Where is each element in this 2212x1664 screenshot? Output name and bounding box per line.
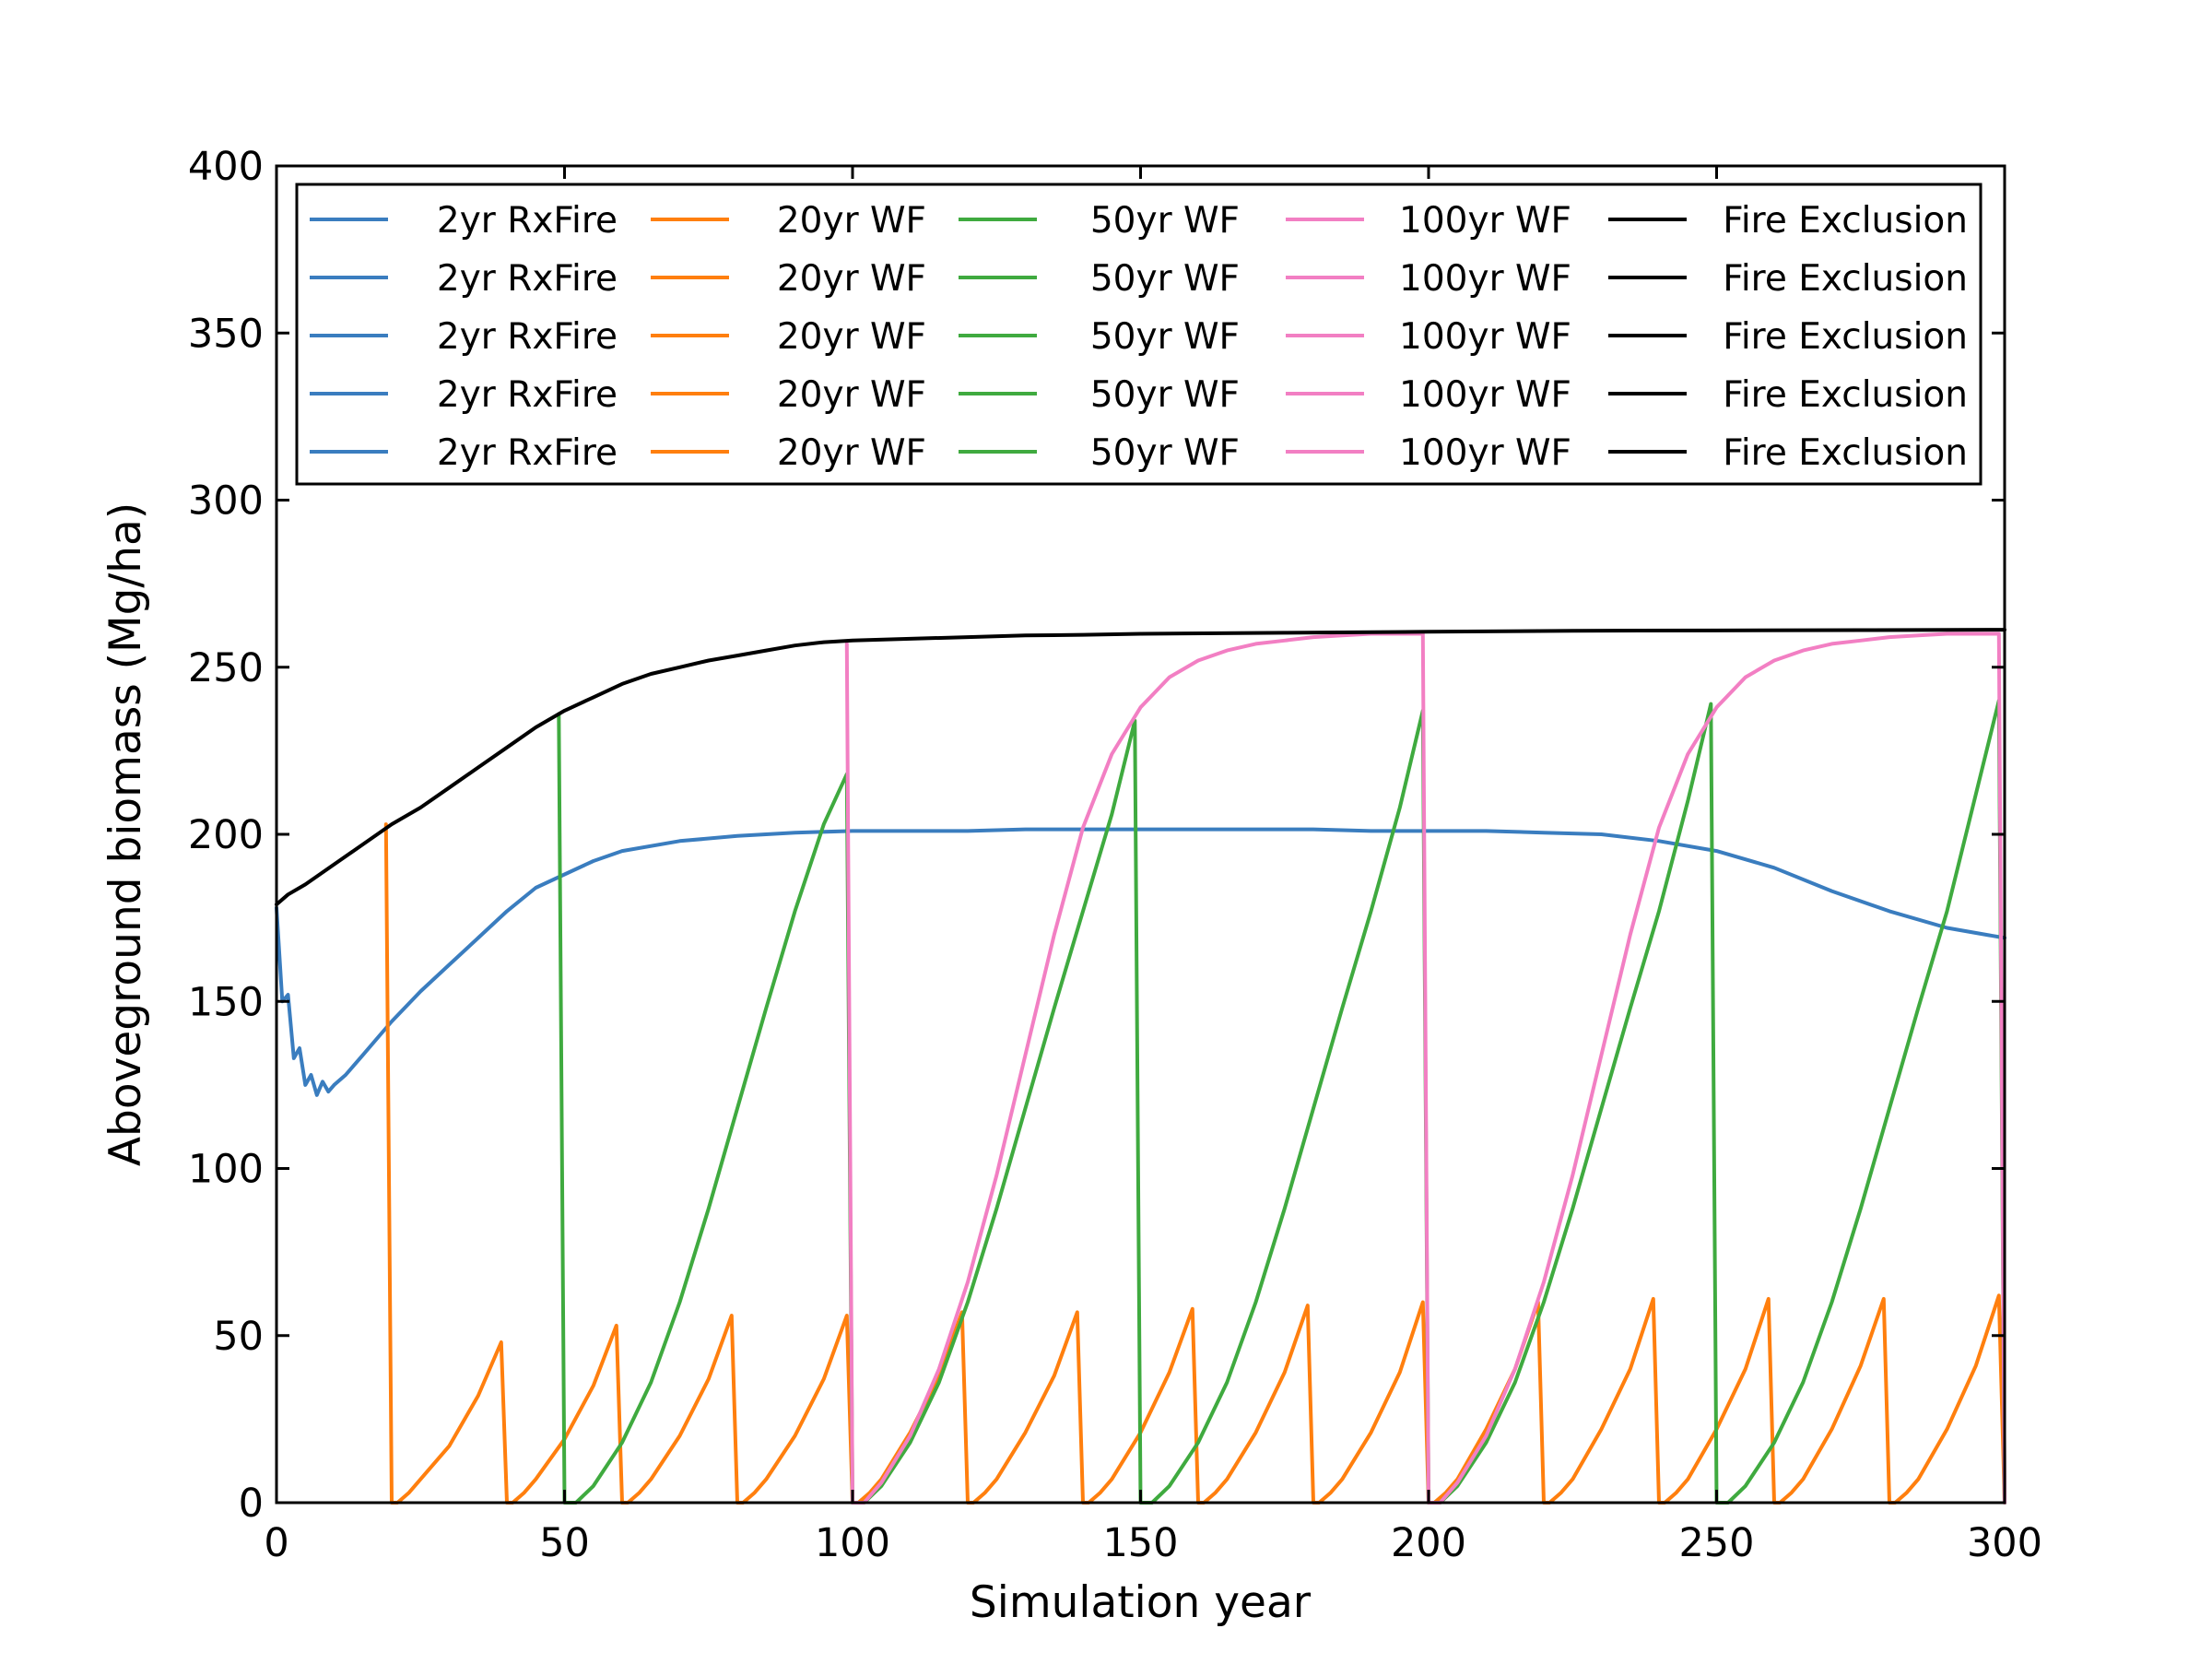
legend-label: Fire Exclusion: [1723, 374, 1968, 416]
x-tick-label: 50: [539, 1520, 590, 1566]
legend-label: 100yr WF: [1399, 258, 1571, 300]
series-line-1: [383, 822, 2006, 1505]
legend-label: 50yr WF: [1090, 432, 1240, 474]
y-tick-label: 100: [188, 1147, 264, 1193]
x-tick-label: 100: [815, 1520, 890, 1566]
series-line-4: [275, 628, 2006, 907]
y-tick-label: 50: [213, 1314, 264, 1360]
legend-label: 50yr WF: [1090, 316, 1240, 358]
legend-label: 20yr WF: [777, 200, 926, 242]
y-tick-label: 200: [188, 812, 264, 858]
legend-label: 20yr WF: [777, 316, 926, 358]
legend-box: [295, 183, 1983, 486]
legend-label: 2yr RxFire: [437, 432, 618, 474]
legend-label: Fire Exclusion: [1723, 258, 1968, 300]
legend-label: Fire Exclusion: [1723, 432, 1968, 474]
legend-label: 100yr WF: [1399, 432, 1571, 474]
legend-label: Fire Exclusion: [1723, 200, 1968, 242]
legend-label: 50yr WF: [1090, 200, 1240, 242]
y-tick-label: 0: [239, 1481, 264, 1527]
legend-label: 50yr WF: [1090, 374, 1240, 416]
y-axis-title: Aboveground biomass (Mg/ha): [100, 502, 151, 1166]
legend: 2yr RxFire 2yr RxFire 2yr RxFire 2yr RxFire…: [295, 183, 1983, 486]
series-line-3: [844, 631, 2006, 1505]
legend-label: 2yr RxFire: [437, 200, 618, 242]
legend-label: 20yr WF: [777, 258, 926, 300]
x-tick-label: 300: [1967, 1520, 2042, 1566]
legend-label: 2yr RxFire: [437, 316, 618, 358]
series-line-0: [275, 827, 2006, 1097]
y-tick-label: 250: [188, 645, 264, 691]
legend-label: 100yr WF: [1399, 200, 1571, 242]
legend-label: 20yr WF: [777, 432, 926, 474]
y-tick-label: 150: [188, 979, 264, 1025]
x-tick-label: 150: [1102, 1520, 1178, 1566]
x-tick-label: 200: [1391, 1520, 1466, 1566]
x-axis-title: Simulation year: [970, 1577, 1312, 1628]
legend-label: 100yr WF: [1399, 374, 1571, 416]
legend-label: 2yr RxFire: [437, 374, 618, 416]
y-tick-label: 350: [188, 311, 264, 357]
axis-ticks: 0 50 100 150 200 250 300 0 50 100 150 200 250 300 350 4…: [188, 144, 2042, 1566]
legend-label: Fire Exclusion: [1723, 316, 1968, 358]
legend-label: 100yr WF: [1399, 316, 1571, 358]
series-lines: [275, 628, 2006, 1505]
y-tick-label: 400: [188, 144, 264, 190]
legend-label: 50yr WF: [1090, 258, 1240, 300]
legend-label: 2yr RxFire: [437, 258, 618, 300]
y-tick-label: 300: [188, 478, 264, 525]
series-line-2: [557, 699, 2006, 1505]
x-tick-label: 0: [264, 1520, 288, 1566]
x-tick-label: 250: [1678, 1520, 1754, 1566]
legend-label: 20yr WF: [777, 374, 926, 416]
